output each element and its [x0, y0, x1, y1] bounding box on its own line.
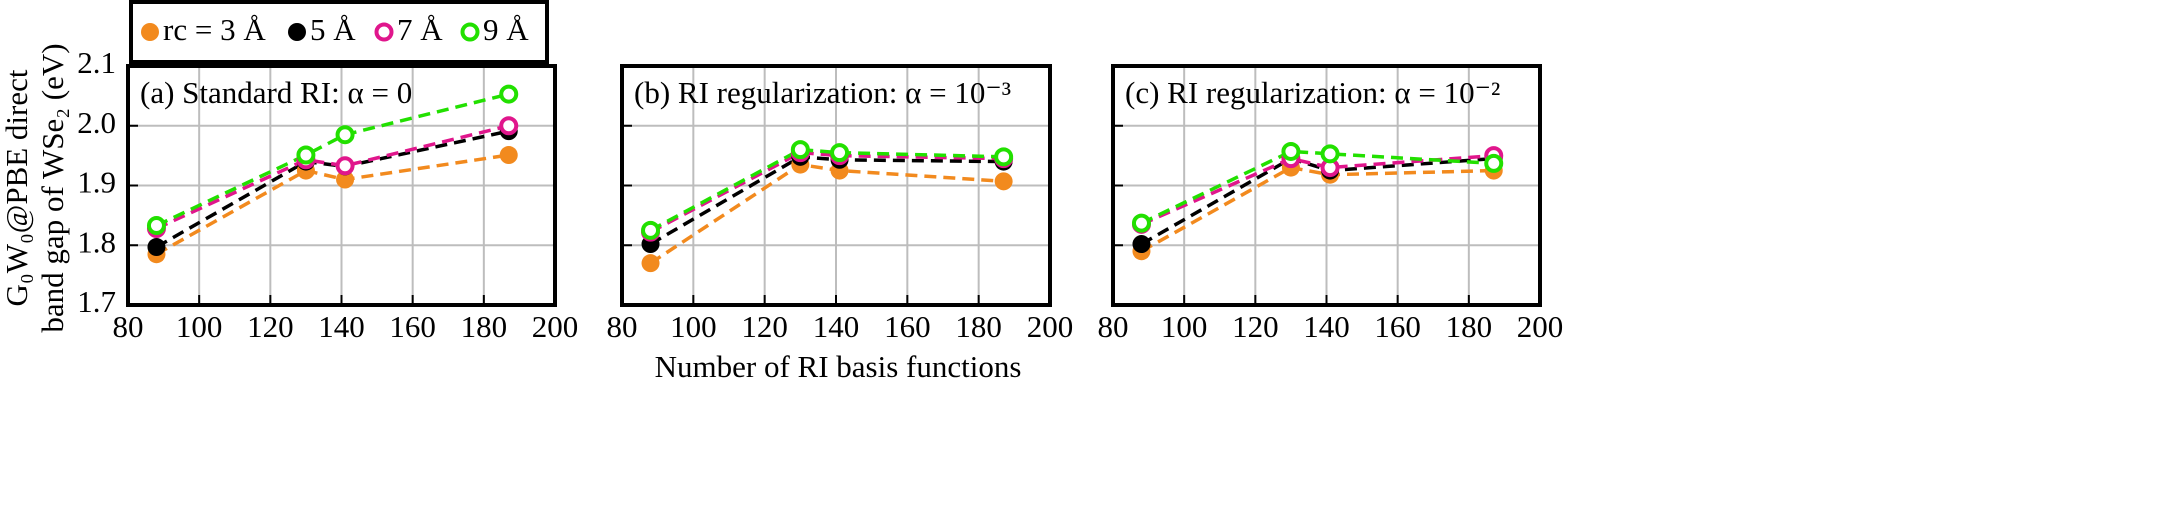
x-tick-label: 200: [532, 309, 579, 344]
y-tick-label: 1.8: [77, 224, 116, 259]
data-point: [641, 220, 661, 240]
y-axis-label: G₀W₀@PBE direct: [0, 69, 34, 306]
x-tick-label: 120: [741, 309, 788, 344]
panel-title: (c) RI regularization: α = 10⁻²: [1125, 75, 1500, 110]
series-line: [1140, 165, 1494, 253]
series-line: [155, 124, 510, 231]
x-tick-label: 100: [176, 309, 223, 344]
series-line: [1140, 156, 1494, 246]
series-line: [649, 150, 1004, 234]
series-line: [155, 92, 510, 228]
x-tick-label: 80: [1098, 309, 1129, 344]
series-line: [155, 153, 510, 256]
y-tick-label: 1.7: [77, 284, 116, 319]
x-tick-label: 140: [318, 309, 365, 344]
x-tick-label: 180: [1446, 309, 1493, 344]
x-axis-label: Number of RI basis functions: [655, 349, 1022, 384]
x-tick-label: 120: [247, 309, 294, 344]
data-point: [1484, 153, 1504, 173]
series-line: [649, 147, 1004, 232]
plot-frame: [1111, 64, 1542, 307]
legend-label: 7 Å: [397, 12, 443, 47]
plot-frame: [620, 64, 1052, 307]
legend-marker: [374, 22, 394, 42]
panel-title: (a) Standard RI: α = 0: [140, 75, 412, 110]
data-point: [641, 254, 660, 273]
y-tick-label: 2.1: [77, 45, 116, 80]
series-line: [649, 162, 1004, 265]
x-tick-label: 80: [113, 309, 144, 344]
data-point: [147, 238, 166, 257]
x-tick-label: 200: [1027, 309, 1074, 344]
data-point: [499, 146, 518, 165]
data-point: [1131, 213, 1151, 233]
legend-marker: [288, 23, 306, 41]
x-tick-label: 180: [461, 309, 508, 344]
data-point: [336, 170, 355, 189]
x-tick-label: 120: [1232, 309, 1279, 344]
y-tick-label: 2.0: [77, 105, 116, 140]
x-tick-label: 80: [607, 309, 638, 344]
series-line: [649, 155, 1004, 246]
data-point: [994, 147, 1014, 167]
legend-marker: [141, 23, 159, 41]
plot-frame: [126, 64, 557, 307]
x-tick-label: 160: [389, 309, 436, 344]
data-point: [499, 84, 519, 104]
data-point: [830, 143, 850, 163]
data-point: [146, 216, 166, 236]
data-point: [1132, 235, 1151, 254]
x-tick-label: 200: [1517, 309, 1564, 344]
data-point: [335, 156, 355, 176]
data-point: [499, 116, 519, 136]
series-line: [1140, 149, 1494, 225]
data-point: [994, 172, 1013, 191]
x-tick-label: 140: [1303, 309, 1350, 344]
legend-label: rc = 3 Å: [163, 12, 266, 47]
y-axis-label: band gap of WSe₂ (eV): [35, 43, 70, 332]
data-point: [335, 125, 355, 145]
x-tick-label: 100: [670, 309, 717, 344]
x-tick-label: 140: [813, 309, 860, 344]
legend-marker: [460, 22, 480, 42]
series-line: [155, 129, 510, 249]
x-tick-label: 180: [955, 309, 1002, 344]
data-point: [1281, 141, 1301, 161]
panel-title: (b) RI regularization: α = 10⁻³: [634, 75, 1011, 110]
legend-label: 9 Å: [483, 12, 529, 47]
x-tick-label: 160: [884, 309, 931, 344]
x-tick-label: 100: [1161, 309, 1208, 344]
x-tick-label: 160: [1374, 309, 1421, 344]
series-line: [1140, 153, 1494, 226]
data-point: [1320, 144, 1340, 164]
y-tick-label: 1.9: [77, 165, 116, 200]
data-point: [296, 145, 316, 165]
data-point: [790, 140, 810, 160]
legend-label: 5 Å: [310, 12, 356, 47]
